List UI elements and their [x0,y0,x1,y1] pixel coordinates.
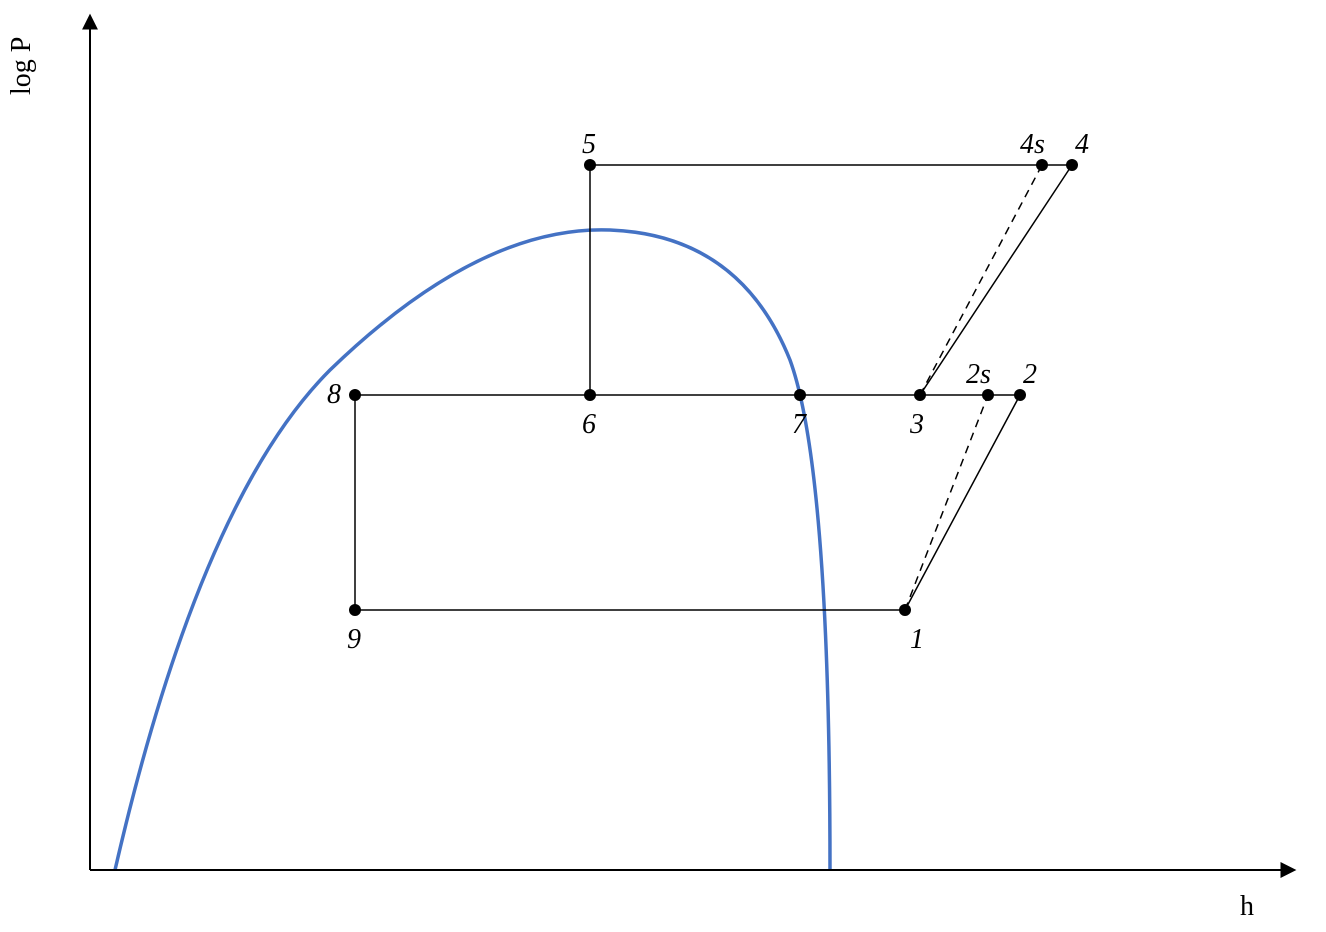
y-axis-label: log P [6,37,37,95]
ph-diagram-container: h log P 1 2 3 4 5 6 7 8 9 2s 4s [0,0,1326,932]
state-point-2 [1014,389,1026,401]
state-point-label-3: 3 [909,409,924,440]
process-line-3-4 [920,165,1072,395]
state-point-9 [349,604,361,616]
state-point-label-4: 4 [1075,129,1089,160]
state-point-3 [914,389,926,401]
state-point-4s [1036,159,1048,171]
state-point-label-8: 8 [327,379,341,410]
state-point-label-4s: 4s [1020,129,1045,160]
state-point-5 [584,159,596,171]
state-point-4 [1066,159,1078,171]
state-point-label-2: 2 [1023,359,1037,390]
x-axis-label: h [1240,891,1254,922]
state-point-label-2s: 2s [966,359,991,390]
state-point-label-5: 5 [582,129,596,160]
ph-diagram-svg: h log P 1 2 3 4 5 6 7 8 9 2s 4s [0,0,1326,932]
state-point-label-9: 9 [347,624,361,655]
state-point-label-1: 1 [910,624,924,655]
state-point-label-6: 6 [582,409,596,440]
saturation-dome-curve [115,230,830,870]
state-point-8 [349,389,361,401]
state-point-label-7: 7 [792,409,807,440]
state-point-2s [982,389,994,401]
state-point-1 [899,604,911,616]
state-point-7 [794,389,806,401]
state-point-6 [584,389,596,401]
